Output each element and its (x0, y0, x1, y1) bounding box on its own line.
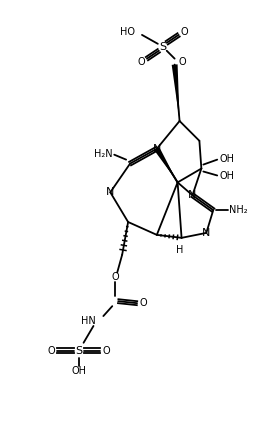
Text: O: O (178, 57, 186, 67)
Text: N: N (202, 228, 210, 238)
Text: O: O (111, 273, 119, 282)
Text: H: H (176, 245, 183, 255)
Text: HN: HN (81, 316, 95, 326)
Text: H₂N: H₂N (94, 149, 112, 159)
Text: O: O (47, 346, 55, 356)
Text: O: O (181, 27, 188, 37)
Polygon shape (154, 147, 178, 182)
Text: O: O (103, 346, 110, 356)
Text: S: S (75, 346, 82, 356)
Text: OH: OH (219, 154, 234, 164)
Text: NH₂: NH₂ (229, 205, 248, 215)
Text: O: O (139, 298, 147, 308)
Text: OH: OH (219, 171, 234, 182)
Polygon shape (172, 64, 180, 121)
Text: O: O (137, 57, 145, 67)
Text: HO: HO (120, 27, 135, 37)
Text: OH: OH (71, 365, 86, 376)
Text: N: N (188, 190, 197, 200)
Text: N: N (106, 187, 115, 197)
Text: N: N (153, 144, 161, 154)
Text: S: S (159, 42, 166, 52)
